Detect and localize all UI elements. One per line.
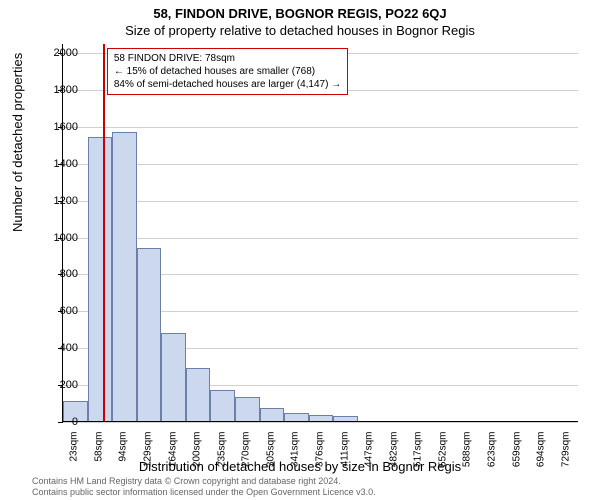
y-tick-label: 1200 xyxy=(38,195,78,207)
annotation-line: 58 FINDON DRIVE: 78sqm xyxy=(114,52,341,65)
y-tick-label: 0 xyxy=(38,416,78,428)
x-tick-label: 694sqm xyxy=(536,432,547,482)
histogram-bar xyxy=(112,132,137,421)
histogram-bar xyxy=(333,416,358,421)
property-marker-line xyxy=(103,44,105,421)
histogram-bar xyxy=(210,390,235,421)
y-tick-label: 600 xyxy=(38,305,78,317)
x-tick-label: 623sqm xyxy=(487,432,498,482)
x-tick-label: 482sqm xyxy=(388,432,399,482)
gridline xyxy=(63,422,578,423)
y-tick-label: 2000 xyxy=(38,47,78,59)
y-tick-label: 400 xyxy=(38,342,78,354)
x-tick-label: 376sqm xyxy=(315,432,326,482)
x-tick-label: 729sqm xyxy=(560,432,571,482)
annotation-line: 84% of semi-detached houses are larger (… xyxy=(114,78,341,91)
x-tick-label: 23sqm xyxy=(69,432,80,482)
x-tick-label: 341sqm xyxy=(290,432,301,482)
x-tick-label: 305sqm xyxy=(265,432,276,482)
x-tick-label: 164sqm xyxy=(167,432,178,482)
x-tick-label: 200sqm xyxy=(192,432,203,482)
plot-area: 58 FINDON DRIVE: 78sqm← 15% of detached … xyxy=(62,44,578,422)
annotation-line: ← 15% of detached houses are smaller (76… xyxy=(114,65,341,78)
y-tick-label: 1800 xyxy=(38,84,78,96)
gridline xyxy=(63,164,578,165)
x-tick-label: 411sqm xyxy=(339,432,350,482)
x-tick-label: 588sqm xyxy=(462,432,473,482)
x-tick-label: 659sqm xyxy=(511,432,522,482)
histogram-bar xyxy=(137,248,162,421)
y-tick-label: 800 xyxy=(38,268,78,280)
histogram-bar xyxy=(88,137,113,421)
y-tick-label: 200 xyxy=(38,379,78,391)
histogram-bar xyxy=(235,397,260,421)
y-tick-label: 1400 xyxy=(38,158,78,170)
x-tick-label: 58sqm xyxy=(93,432,104,482)
x-tick-label: 129sqm xyxy=(143,432,154,482)
x-tick-label: 517sqm xyxy=(413,432,424,482)
y-axis-label: Number of detached properties xyxy=(10,53,25,232)
x-tick-label: 94sqm xyxy=(118,432,129,482)
histogram-bar xyxy=(161,333,186,422)
gridline xyxy=(63,127,578,128)
histogram-bar xyxy=(186,368,211,421)
chart-title-primary: 58, FINDON DRIVE, BOGNOR REGIS, PO22 6QJ xyxy=(0,0,600,21)
x-tick-label: 447sqm xyxy=(364,432,375,482)
histogram-bar xyxy=(260,408,285,421)
gridline xyxy=(63,238,578,239)
y-tick-label: 1600 xyxy=(38,121,78,133)
y-tick-label: 1000 xyxy=(38,232,78,244)
x-tick-label: 552sqm xyxy=(437,432,448,482)
histogram-bar xyxy=(309,415,334,421)
chart-area: 58 FINDON DRIVE: 78sqm← 15% of detached … xyxy=(62,44,578,422)
annotation-box: 58 FINDON DRIVE: 78sqm← 15% of detached … xyxy=(107,48,348,95)
x-tick-label: 270sqm xyxy=(241,432,252,482)
histogram-bar xyxy=(284,413,309,421)
chart-title-secondary: Size of property relative to detached ho… xyxy=(0,21,600,38)
x-tick-label: 235sqm xyxy=(216,432,227,482)
gridline xyxy=(63,201,578,202)
footer-line-2: Contains public sector information licen… xyxy=(32,487,376,498)
